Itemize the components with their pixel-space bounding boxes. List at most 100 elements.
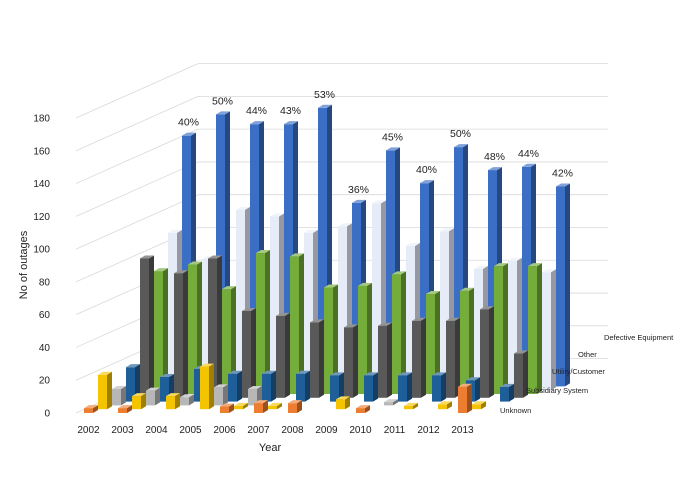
bar-top xyxy=(216,111,230,115)
x-tick-label: 2002 xyxy=(77,425,100,436)
bar-other-2008 xyxy=(358,282,372,394)
bar-other-2007 xyxy=(310,319,324,398)
bar-front xyxy=(392,274,401,394)
bar-side xyxy=(333,284,338,394)
bar-front xyxy=(356,408,365,413)
gridline-left-140 xyxy=(75,128,199,184)
bar-side xyxy=(183,270,188,398)
bar-side xyxy=(141,393,146,410)
bar-utility-customer-2002 xyxy=(126,364,140,402)
bar-subsidiary-system-2005 xyxy=(200,363,214,410)
bar-front xyxy=(458,386,467,413)
bar-top xyxy=(412,317,426,321)
bar-side xyxy=(297,400,302,413)
y-tick-label: 120 xyxy=(33,212,50,223)
bar-front xyxy=(234,405,243,410)
bar-side xyxy=(107,371,112,410)
bar-utility-customer-2007 xyxy=(296,370,310,402)
bar-side xyxy=(401,271,406,394)
bar-top xyxy=(480,306,494,310)
bar-top xyxy=(494,263,508,267)
bar-other-2003 xyxy=(146,387,160,406)
bar-top xyxy=(228,370,242,374)
bar-front xyxy=(202,259,211,391)
bar-top xyxy=(398,372,412,376)
bar-top xyxy=(330,372,344,376)
bar-front xyxy=(522,166,531,387)
bar-other-2013 xyxy=(514,350,528,398)
bar-side xyxy=(121,386,126,406)
bar-side xyxy=(163,268,168,394)
y-tick-label: 180 xyxy=(33,114,50,125)
bar-front xyxy=(270,216,279,391)
bar-other-2010 xyxy=(384,399,398,406)
bar-top xyxy=(404,402,418,406)
bar-side xyxy=(551,269,556,391)
bar-unknown-2002 xyxy=(84,405,98,413)
x-tick-label: 2007 xyxy=(247,425,270,436)
bar-top xyxy=(254,400,268,404)
bar-top xyxy=(352,199,366,203)
bar-other-2010 xyxy=(426,291,440,394)
bar-other-2004 xyxy=(180,394,194,406)
bar-utility-customer-2010 xyxy=(398,372,412,402)
bar-front xyxy=(336,399,345,410)
bar-front xyxy=(228,373,237,402)
bar-utility-customer-2009 xyxy=(364,372,378,402)
bar-front xyxy=(290,256,299,394)
bar-side xyxy=(447,401,452,410)
bar-side xyxy=(93,405,98,413)
bar-top xyxy=(304,229,318,233)
bar-side xyxy=(209,363,214,410)
bar-side xyxy=(237,370,242,402)
bar-front xyxy=(480,309,489,398)
x-tick-label: 2009 xyxy=(315,425,338,436)
bar-top xyxy=(118,405,132,409)
percentage-label: 48% xyxy=(484,151,505,163)
bar-top xyxy=(140,255,154,259)
bar-top xyxy=(440,228,454,232)
percentage-label: 36% xyxy=(348,184,369,196)
bar-side xyxy=(469,287,474,394)
bar-top xyxy=(262,370,276,374)
bar-front xyxy=(488,170,497,387)
bar-top xyxy=(256,250,270,254)
bar-front xyxy=(472,404,481,410)
bar-side xyxy=(467,383,472,413)
bar-utility-customer-2005 xyxy=(228,370,242,402)
x-tick-label: 2008 xyxy=(281,425,304,436)
y-axis-ticks: 0 20 40 60 80 100 120 140 160 180 xyxy=(33,114,50,420)
bar-front xyxy=(420,183,429,387)
bar-other-2003 xyxy=(188,261,202,394)
bar-utility-customer-2008 xyxy=(330,372,344,402)
bar-other-2013 xyxy=(542,269,556,391)
bar-side xyxy=(407,372,412,402)
bar-front xyxy=(296,373,305,402)
bar-front xyxy=(426,294,435,394)
bar-other-2011 xyxy=(446,317,460,398)
bar-front xyxy=(338,226,347,391)
bar-front xyxy=(454,147,463,387)
bar-front xyxy=(84,408,93,413)
bar-front xyxy=(180,397,189,406)
bar-top xyxy=(372,200,386,204)
bar-front xyxy=(542,272,551,391)
bars xyxy=(84,104,570,413)
bar-side xyxy=(339,372,344,402)
bar-top xyxy=(318,104,332,108)
bar-side xyxy=(353,324,358,398)
bar-unknown-2006 xyxy=(220,403,234,413)
bar-front xyxy=(216,114,225,387)
y-tick-label: 160 xyxy=(33,146,50,157)
bar-top xyxy=(296,370,310,374)
bar-front xyxy=(514,353,523,398)
percentage-label: 40% xyxy=(416,164,437,176)
bar-utility-customer-2011 xyxy=(432,372,446,402)
bar-front xyxy=(500,386,509,402)
bar-front xyxy=(220,406,229,413)
bar-other-2002 xyxy=(154,268,168,394)
bar-other-2002 xyxy=(112,386,126,406)
bar-front xyxy=(288,403,297,413)
percentage-label: 53% xyxy=(314,89,335,101)
